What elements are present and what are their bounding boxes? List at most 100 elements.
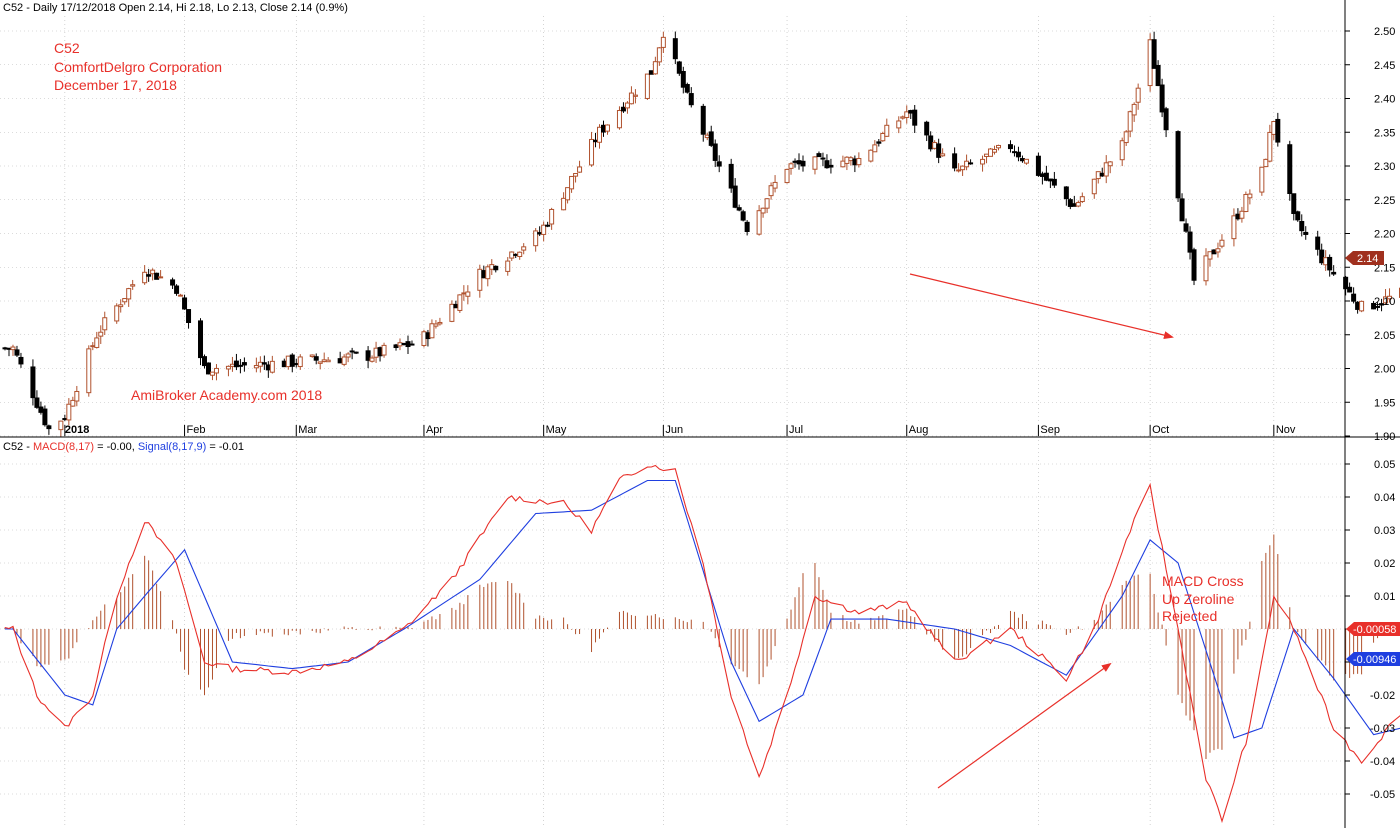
macd-tick-label: -0.02	[1370, 690, 1395, 702]
candle-body	[119, 305, 123, 307]
month-tick-label: Aug	[909, 424, 929, 436]
candle-body	[1292, 194, 1296, 214]
candle-body	[366, 351, 370, 360]
candle-body	[262, 363, 266, 364]
candle-body	[602, 125, 606, 132]
candle-body	[522, 247, 526, 250]
candle-body	[430, 324, 434, 338]
candle-body	[171, 280, 175, 285]
candle-body	[1244, 194, 1248, 211]
candle-body	[1232, 216, 1236, 239]
candle-body	[1072, 204, 1076, 207]
candle-body	[590, 139, 594, 164]
candle-body	[1204, 256, 1208, 281]
candle-body	[338, 359, 342, 363]
candle-body	[909, 111, 913, 113]
candle-body	[1356, 302, 1360, 309]
candle-body	[1040, 174, 1044, 177]
month-tick-label: May	[546, 424, 567, 436]
macd-header-label: MACD(8,17)	[33, 441, 94, 453]
candle-body	[518, 252, 522, 256]
candle-body	[438, 322, 442, 323]
annotation-line-2: ComfortDelgro Corporation	[54, 59, 222, 75]
candle-body	[115, 306, 119, 321]
candle-body	[873, 145, 877, 152]
candle-body	[877, 142, 881, 143]
candle-body	[31, 367, 35, 398]
candle-body	[67, 404, 71, 420]
candle-body	[1020, 159, 1024, 161]
candle-body	[997, 145, 1001, 147]
candle-body	[1128, 112, 1132, 131]
candle-body	[801, 161, 805, 166]
candle-body	[314, 357, 318, 360]
candle-body	[326, 360, 330, 362]
candle-body	[450, 304, 454, 321]
candle-body	[270, 361, 274, 372]
last-price-text: 2.14	[1357, 253, 1378, 265]
candle-body	[1208, 252, 1212, 259]
candle-body	[689, 94, 693, 105]
candle-body	[3, 348, 7, 349]
candle-body	[99, 332, 103, 336]
candle-body	[825, 161, 829, 168]
candle-body	[1324, 258, 1328, 265]
candle-body	[406, 342, 410, 347]
candle-body	[681, 71, 685, 87]
candle-body	[969, 163, 973, 164]
candle-body	[15, 350, 19, 355]
candle-body	[183, 298, 187, 309]
candle-body	[151, 270, 155, 274]
price-tick-label: 2.40	[1374, 94, 1395, 106]
candle-body	[486, 267, 490, 279]
macd-tick-label: -0.04	[1370, 756, 1395, 768]
candle-body	[374, 348, 378, 357]
candle-body	[550, 209, 554, 224]
candle-body	[849, 158, 853, 161]
candle-body	[673, 39, 677, 59]
candle-body	[199, 321, 203, 358]
candle-body	[813, 157, 817, 169]
candle-body	[290, 355, 294, 366]
candle-body	[354, 352, 358, 353]
candle-body	[187, 310, 191, 323]
candle-body	[785, 169, 789, 182]
candle-body	[394, 345, 398, 348]
candle-body	[1360, 301, 1364, 310]
candle-body	[462, 293, 466, 294]
signal-header-value: = -0.01	[206, 441, 244, 453]
candle-body	[206, 363, 210, 374]
candle-body	[426, 333, 430, 339]
candle-body	[705, 135, 709, 137]
candle-body	[59, 421, 63, 429]
candle-body	[757, 211, 761, 234]
candle-body	[294, 364, 298, 365]
macd-annotation-line-2: Up Zeroline	[1162, 591, 1235, 607]
candle-body	[434, 324, 438, 326]
candle-body	[234, 361, 238, 367]
month-tick-label: Mar	[298, 424, 317, 436]
candle-body	[175, 286, 179, 293]
candle-body	[661, 37, 665, 47]
month-tick-label: Nov	[1276, 424, 1296, 436]
candle-body	[717, 162, 721, 166]
candle-body	[103, 318, 107, 330]
candle-body	[91, 346, 95, 347]
candle-body	[494, 266, 498, 269]
candle-body	[1120, 141, 1124, 160]
candle-body	[653, 62, 657, 74]
candle-body	[566, 188, 570, 200]
signal-header-label: Signal(8,17,9)	[138, 441, 207, 453]
candle-body	[993, 150, 997, 153]
candle-body	[1152, 40, 1156, 69]
candle-body	[410, 344, 414, 345]
candle-body	[981, 159, 985, 164]
candle-body	[382, 345, 386, 355]
candle-body	[578, 167, 582, 172]
candle-body	[1260, 167, 1264, 192]
candle-body	[713, 144, 717, 160]
macd-header-value: = -0.00,	[94, 441, 138, 453]
candle-body	[298, 357, 302, 367]
candle-body	[869, 150, 873, 161]
